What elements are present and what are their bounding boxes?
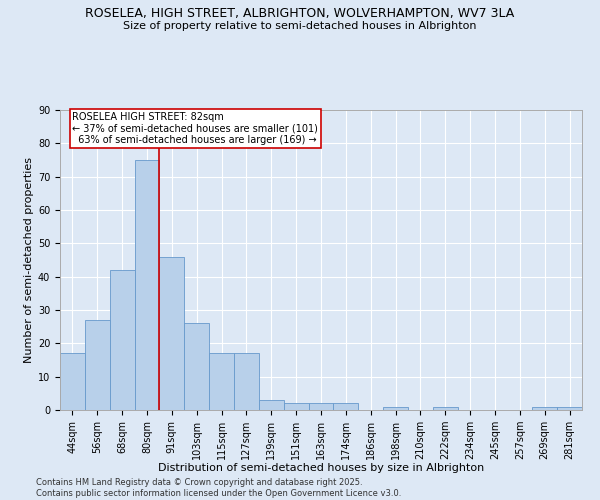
- Bar: [85, 320, 110, 410]
- Bar: [259, 400, 284, 410]
- Bar: [134, 160, 160, 410]
- Text: Size of property relative to semi-detached houses in Albrighton: Size of property relative to semi-detach…: [123, 21, 477, 31]
- X-axis label: Distribution of semi-detached houses by size in Albrighton: Distribution of semi-detached houses by …: [158, 464, 484, 473]
- Bar: [60, 354, 85, 410]
- Bar: [308, 404, 334, 410]
- Bar: [160, 256, 184, 410]
- Bar: [284, 404, 308, 410]
- Bar: [184, 324, 209, 410]
- Bar: [110, 270, 134, 410]
- Bar: [532, 406, 557, 410]
- Y-axis label: Number of semi-detached properties: Number of semi-detached properties: [24, 157, 34, 363]
- Bar: [234, 354, 259, 410]
- Bar: [209, 354, 234, 410]
- Bar: [433, 406, 458, 410]
- Text: ROSELEA HIGH STREET: 82sqm
← 37% of semi-detached houses are smaller (101)
  63%: ROSELEA HIGH STREET: 82sqm ← 37% of semi…: [73, 112, 319, 145]
- Text: Contains HM Land Registry data © Crown copyright and database right 2025.
Contai: Contains HM Land Registry data © Crown c…: [36, 478, 401, 498]
- Text: ROSELEA, HIGH STREET, ALBRIGHTON, WOLVERHAMPTON, WV7 3LA: ROSELEA, HIGH STREET, ALBRIGHTON, WOLVER…: [85, 8, 515, 20]
- Bar: [557, 406, 582, 410]
- Bar: [383, 406, 408, 410]
- Bar: [334, 404, 358, 410]
